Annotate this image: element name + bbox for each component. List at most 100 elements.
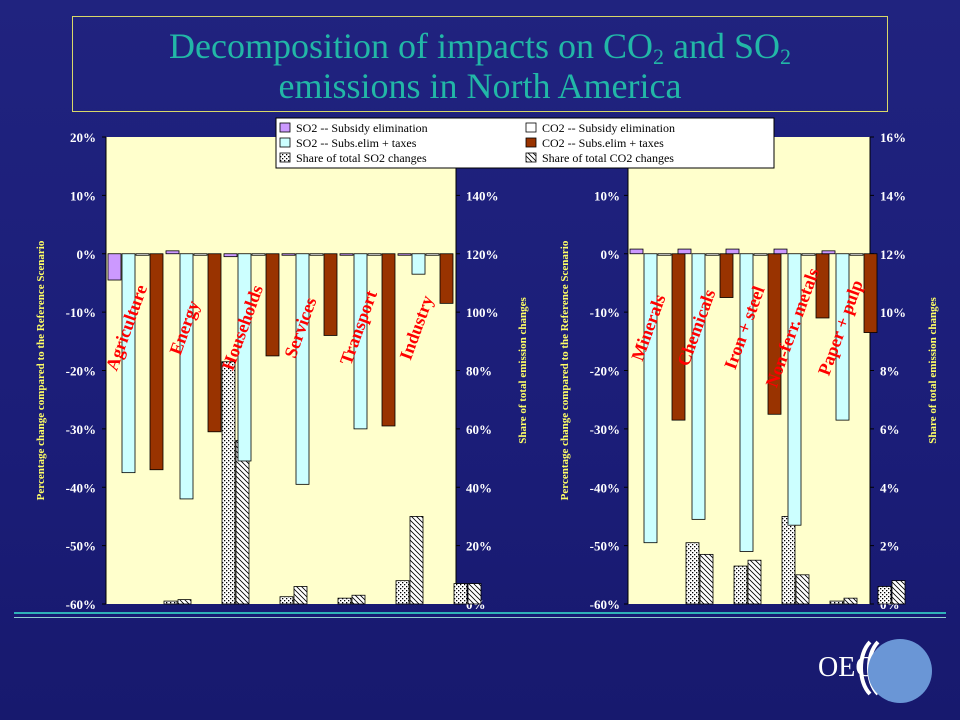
bottom-divider-thin <box>14 617 946 618</box>
slide-title: Decomposition of impacts on CO2 and SO2 … <box>72 16 888 112</box>
right-axis-title: Share of total emission changes <box>927 297 939 444</box>
legend-label: CO2 -- Subsidy elimination <box>542 121 675 135</box>
left-axis-title: Percentage change compared to the Refere… <box>35 240 47 500</box>
bar-so2-subs-elim-taxes <box>411 253 426 275</box>
left-tick-label: -10% <box>590 305 620 320</box>
legend-label: CO2 -- Subs.elim + taxes <box>542 136 664 150</box>
left-tick-label: -40% <box>590 480 620 495</box>
legend-swatch <box>525 122 537 133</box>
bar-share-of-total-co2-changes <box>177 599 192 605</box>
bar-share-of-total-so2-changes <box>781 516 796 605</box>
right-tick-label: 16% <box>880 130 906 145</box>
left-tick-label: 10% <box>70 188 96 203</box>
bar-co2-subs-elim-taxes <box>719 253 734 298</box>
bar-so2-subsidy-elimination <box>629 248 644 255</box>
bar-so2-subs-elim-taxes <box>179 253 194 500</box>
bar-so2-subs-elim-taxes <box>237 253 252 462</box>
bar-share-of-total-co2-changes <box>747 559 762 605</box>
bar-so2-subsidy-elimination <box>677 248 692 255</box>
right-axis-title: Share of total emission changes <box>517 297 529 444</box>
bar-so2-subsidy-elimination <box>725 248 740 255</box>
bar-co2-subsidy-elimination <box>425 253 440 256</box>
bar-share-of-total-co2-changes <box>795 574 810 605</box>
left-tick-label: -20% <box>590 364 620 379</box>
bar-so2-subs-elim-taxes <box>691 253 706 520</box>
right-tick-label: 60% <box>466 422 492 437</box>
title-line-2: emissions in North America <box>278 66 682 106</box>
bar-co2-subsidy-elimination <box>753 253 768 256</box>
left-tick-label: -40% <box>66 480 96 495</box>
bar-co2-subsidy-elimination <box>193 253 208 256</box>
bar-co2-subs-elim-taxes <box>439 253 454 304</box>
bar-co2-subsidy-elimination <box>705 253 720 256</box>
legend-swatch <box>525 152 537 163</box>
plot-area <box>106 137 456 604</box>
legend-swatch <box>525 137 537 148</box>
bar-co2-subsidy-elimination <box>657 253 672 256</box>
bar-share-of-total-so2-changes <box>685 542 700 605</box>
title-subscript-1: 2 <box>652 44 664 69</box>
legend-label: SO2 -- Subsidy elimination <box>296 121 428 135</box>
title-subscript-2: 2 <box>779 44 791 69</box>
right-tick-label: 12% <box>880 247 906 262</box>
bar-share-of-total-co2-changes <box>699 553 714 605</box>
bar-co2-subsidy-elimination <box>849 253 864 256</box>
left-tick-label: 0% <box>601 247 621 262</box>
bar-so2-subs-elim-taxes <box>787 253 802 526</box>
right-tick-label: 6% <box>880 422 900 437</box>
left-tick-label: -60% <box>66 597 96 612</box>
bar-share-of-total-co2-changes <box>235 440 250 605</box>
right-tick-label: 40% <box>466 480 492 495</box>
bar-so2-subsidy-elimination <box>397 253 412 256</box>
right-tick-label: 2% <box>880 539 900 554</box>
legend-box <box>275 117 775 169</box>
title-part-a: Decomposition of impacts on CO <box>169 26 653 66</box>
bar-share-of-total-so2-changes <box>337 597 352 605</box>
left-tick-label: -20% <box>66 364 96 379</box>
bar-co2-subs-elim-taxes <box>207 253 222 433</box>
bar-co2-subsidy-elimination <box>801 253 816 256</box>
bar-co2-subsidy-elimination <box>251 253 266 256</box>
right-tick-label: 80% <box>466 364 492 379</box>
bar-share-of-total-so2-changes <box>221 361 236 605</box>
title-line-1: Decomposition of impacts on CO2 and SO2 <box>73 26 887 69</box>
right-tick-label: 100% <box>466 305 499 320</box>
bar-so2-subs-elim-taxes <box>643 253 658 544</box>
right-tick-label: 8% <box>880 364 900 379</box>
bar-share-of-total-co2-changes <box>293 586 308 605</box>
bar-co2-subsidy-elimination <box>135 253 150 256</box>
left-tick-label: 20% <box>70 130 96 145</box>
bar-share-of-total-co2-changes <box>409 516 424 605</box>
legend-swatch <box>279 122 291 133</box>
bar-share-of-total-so2-changes <box>163 600 178 605</box>
legend-swatch <box>279 152 291 163</box>
right-tick-label: 4% <box>880 480 900 495</box>
bar-share-of-total-co2-changes <box>351 594 366 605</box>
bar-so2-subsidy-elimination <box>773 248 788 255</box>
bar-co2-subs-elim-taxes <box>381 253 396 427</box>
left-tick-label: -60% <box>590 597 620 612</box>
oecd-logo-circle <box>868 639 932 703</box>
bottom-divider <box>14 612 946 614</box>
title-part-b: and SO <box>663 26 780 66</box>
legend-label: Share of total SO2 changes <box>296 151 427 165</box>
right-tick-label: 14% <box>880 188 906 203</box>
bar-so2-subs-elim-taxes <box>353 253 368 430</box>
bar-co2-subs-elim-taxes <box>323 253 338 336</box>
right-tick-label: 140% <box>466 188 499 203</box>
bar-co2-subs-elim-taxes <box>149 253 164 471</box>
right-tick-label: 20% <box>466 539 492 554</box>
bar-co2-subsidy-elimination <box>367 253 382 256</box>
bar-share-of-total-so2-changes <box>829 600 844 605</box>
left-tick-label: -50% <box>66 539 96 554</box>
legend-label: SO2 -- Subs.elim + taxes <box>296 136 417 150</box>
bar-share-of-total-so2-changes <box>395 580 410 605</box>
legend-label: Share of total CO2 changes <box>542 151 674 165</box>
left-tick-label: -10% <box>66 305 96 320</box>
bar-so2-subsidy-elimination <box>281 253 296 256</box>
bar-so2-subs-elim-taxes <box>835 253 850 421</box>
left-tick-label: -30% <box>66 422 96 437</box>
right-tick-label: 10% <box>880 305 906 320</box>
bar-so2-subsidy-elimination <box>223 253 238 258</box>
